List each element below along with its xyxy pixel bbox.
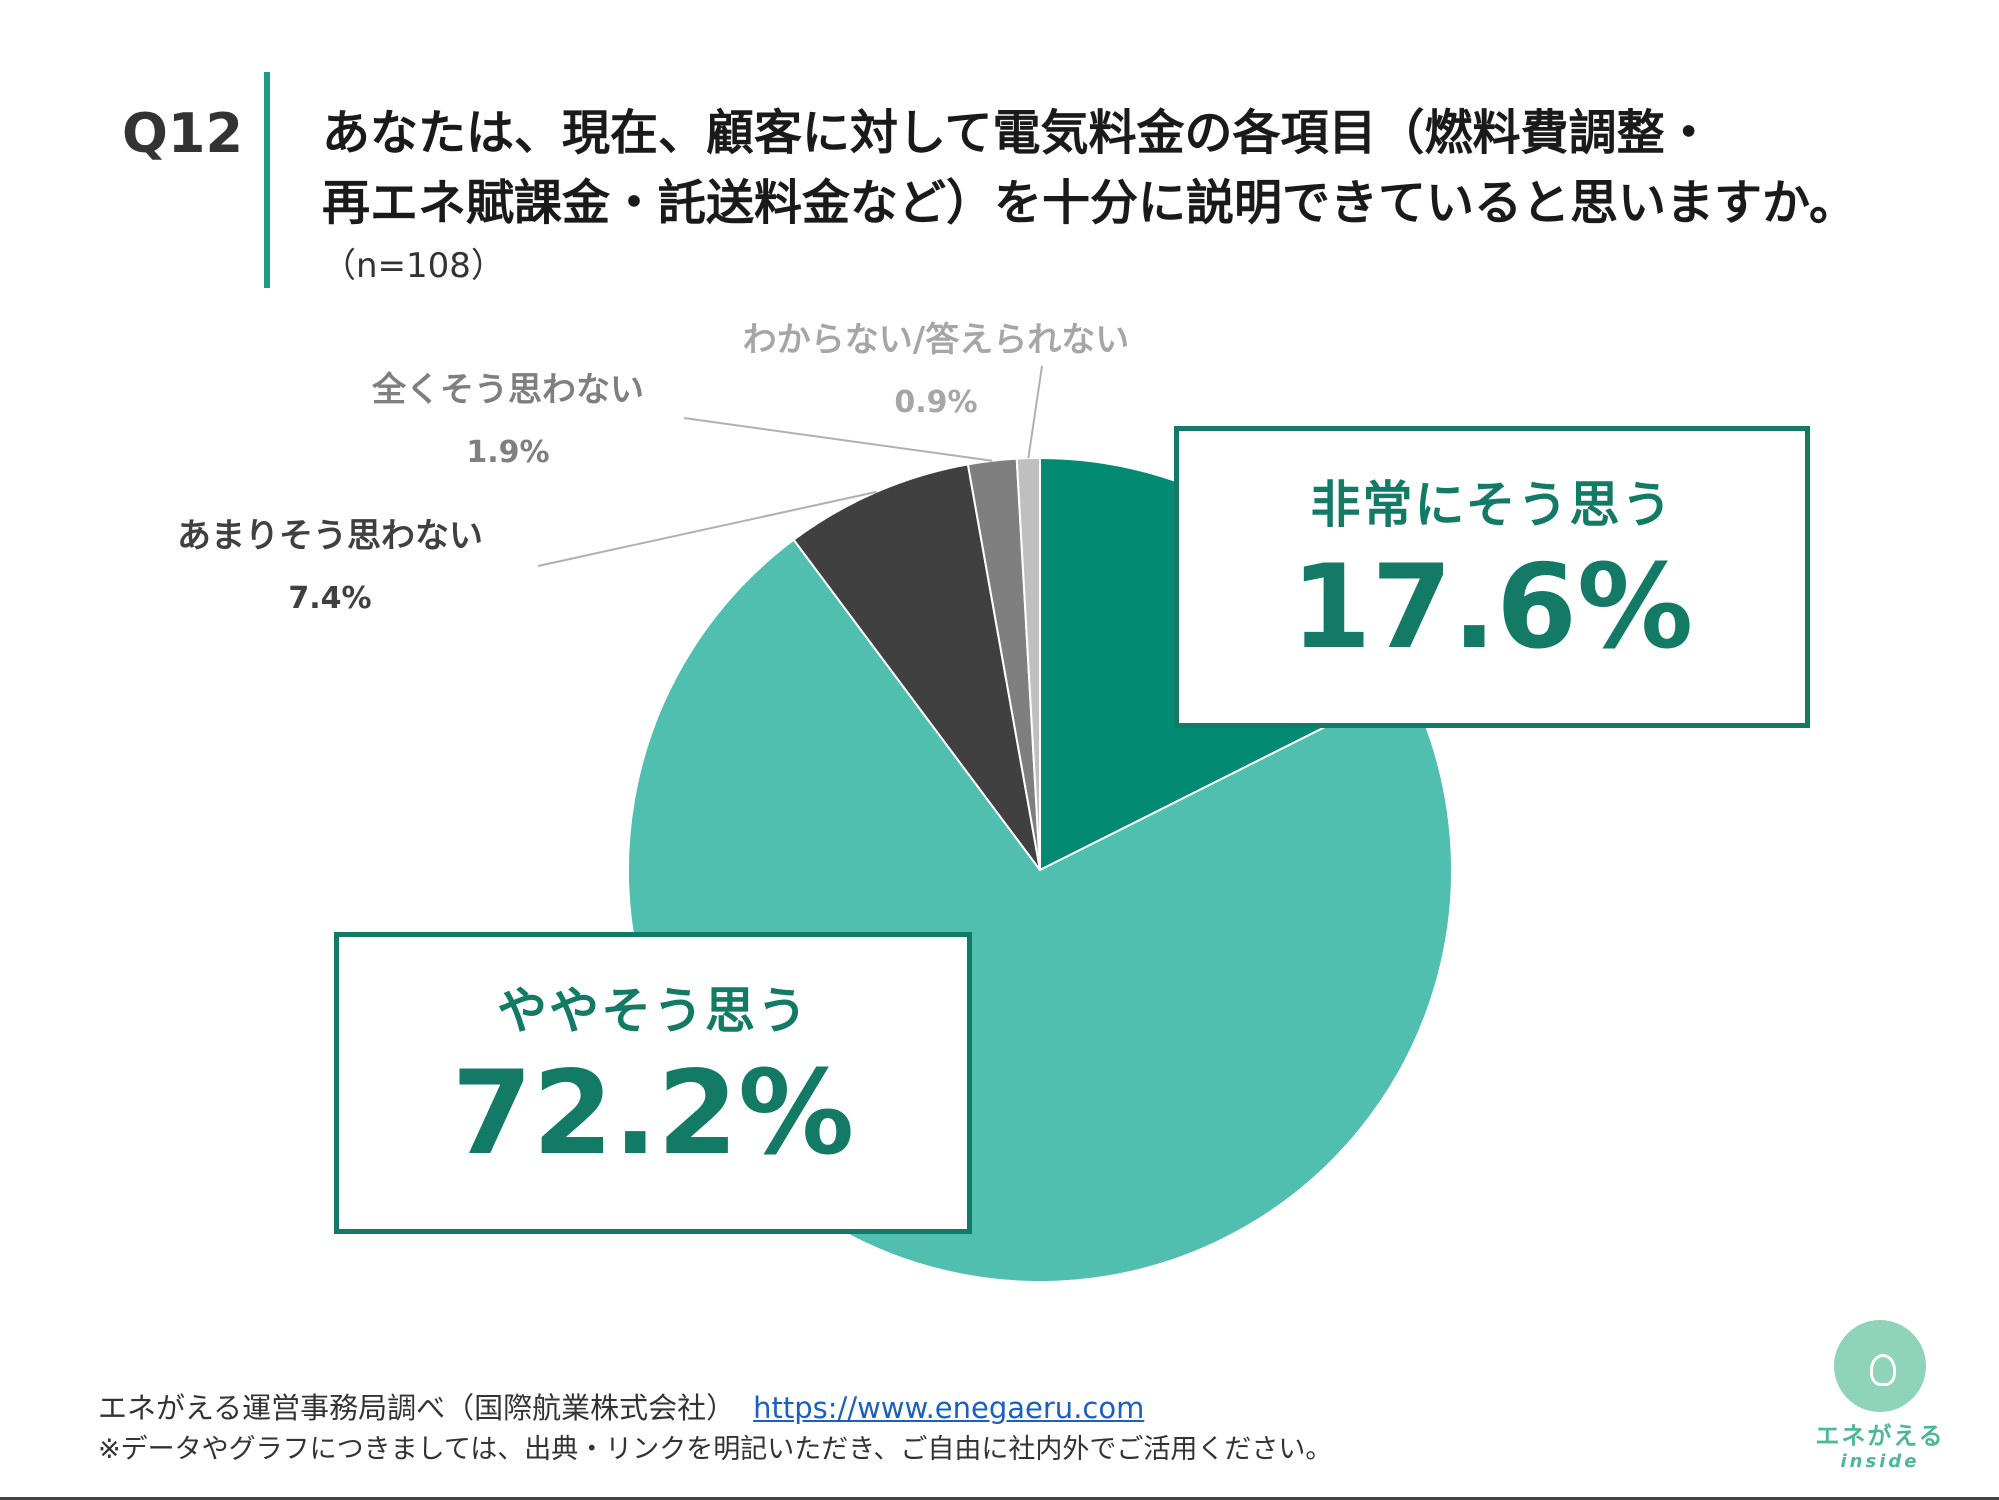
- question-number: Q12: [122, 102, 244, 165]
- leader-wakaranai: [1027, 365, 1043, 459]
- callout-hijou-percent: 17.6%: [1290, 540, 1694, 675]
- callout-yaya-percent: 72.2%: [451, 1046, 855, 1181]
- label-mattaku-percent: 1.9%: [466, 435, 550, 470]
- leader-mattaku: [683, 417, 993, 462]
- callout-yaya-category: ややそう思う: [497, 982, 809, 1040]
- logo-name: エネがえる: [1815, 1422, 1945, 1450]
- pie-slice-wakaranai: [1015, 456, 1041, 871]
- callout-yaya: ややそう思う 72.2%: [334, 932, 972, 1234]
- label-wakaranai-category: わからない/答えられない: [742, 320, 1130, 360]
- source-link[interactable]: https://www.enegaeru.com: [753, 1391, 1145, 1425]
- callout-hijou: 非常にそう思う 17.6%: [1174, 426, 1810, 728]
- lightbulb-mascot-icon: [1834, 1320, 1926, 1412]
- logo-sub: inside: [1840, 1451, 1920, 1472]
- title-line-1: あなたは、現在、顧客に対して電気料金の各項目（燃料費調整・: [322, 105, 1713, 161]
- source-text: エネがえる運営事務局調べ（国際航業株式会社）: [98, 1391, 736, 1425]
- title-divider: [264, 72, 270, 288]
- usage-note: ※データやグラフにつきましては、出典・リンクを明記いただき、ご自由に社内外でご活…: [98, 1434, 1333, 1465]
- label-mattaku-category: 全くそう思わない: [372, 370, 644, 410]
- title-line-2: 再エネ賦課金・託送料金など）を十分に説明できていると思いますか。: [322, 175, 1858, 231]
- leader-amari: [537, 490, 877, 567]
- label-amari-percent: 7.4%: [288, 581, 372, 616]
- source-credit: エネがえる運営事務局調べ（国際航業株式会社） https://www.enegae…: [98, 1385, 1144, 1427]
- sample-size-label: （n=108）: [322, 246, 505, 286]
- label-amari: あまりそう思わない 7.4%: [160, 508, 500, 616]
- pie-slice-amari: [792, 463, 1041, 871]
- page-title: あなたは、現在、顧客に対して電気料金の各項目（燃料費調整・ 再エネ賦課金・託送料…: [322, 98, 1962, 238]
- enegaeru-logo: エネがえる inside: [1810, 1320, 1950, 1472]
- callout-hijou-category: 非常にそう思う: [1310, 476, 1674, 534]
- label-wakaranai: わからない/答えられない 0.9%: [724, 312, 1148, 420]
- bottom-rule: [0, 1497, 1999, 1500]
- label-amari-category: あまりそう思わない: [177, 516, 483, 556]
- label-mattaku: 全くそう思わない 1.9%: [360, 362, 656, 470]
- label-wakaranai-percent: 0.9%: [894, 385, 978, 420]
